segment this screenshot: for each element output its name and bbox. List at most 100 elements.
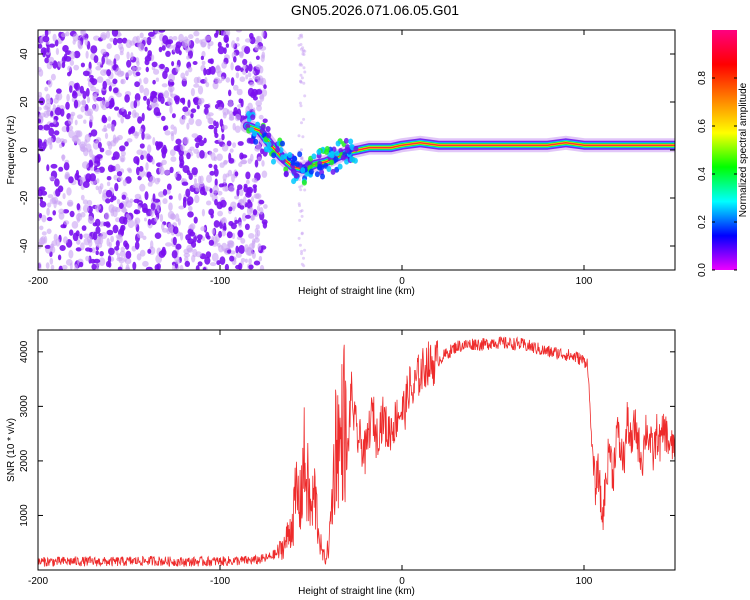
noise-speck <box>151 61 158 68</box>
noise-speck <box>244 46 251 55</box>
noise-speck <box>261 30 265 38</box>
noise-speck <box>125 266 131 270</box>
noise-speck <box>108 247 115 256</box>
noise-speck <box>201 60 206 66</box>
noise-speck <box>61 154 65 162</box>
noise-speck <box>142 260 149 267</box>
noise-speck <box>139 32 144 39</box>
noise-speck <box>51 196 59 204</box>
noise-speck <box>147 218 152 226</box>
noise-speck <box>44 86 49 92</box>
noise-speck <box>169 166 174 174</box>
noise-speck <box>300 209 304 213</box>
noise-speck <box>112 78 118 85</box>
noise-speck <box>178 149 184 156</box>
noise-speck <box>111 156 116 161</box>
x-tick-label: -200 <box>28 576 48 587</box>
noise-speck <box>69 229 74 236</box>
noise-speck <box>255 64 262 70</box>
noise-speck <box>234 113 241 122</box>
noise-speck <box>181 181 189 186</box>
noise-speck <box>249 206 254 213</box>
noise-speck <box>95 88 100 94</box>
noise-speck <box>301 135 305 139</box>
noise-speck <box>149 176 156 184</box>
noise-speck <box>181 76 187 82</box>
noise-speck <box>47 202 52 208</box>
colorbar <box>712 30 737 270</box>
y-tick-label: 20 <box>19 96 30 108</box>
noise-speck <box>128 127 135 134</box>
noise-speck <box>170 213 176 220</box>
noise-speck <box>80 242 85 251</box>
noise-speck <box>216 100 223 105</box>
noise-speck <box>76 203 81 211</box>
y-tick-label: -40 <box>19 238 30 253</box>
noise-speck <box>168 202 173 211</box>
noise-speck <box>93 155 101 164</box>
noise-speck <box>67 65 72 72</box>
y-tick-label: 3000 <box>19 395 30 418</box>
ridge-blob <box>252 130 258 137</box>
noise-speck <box>218 183 224 188</box>
noise-speck <box>159 63 165 70</box>
noise-speck <box>246 188 252 196</box>
noise-speck <box>158 30 166 33</box>
noise-speck <box>112 134 117 143</box>
noise-speck <box>299 62 302 66</box>
noise-speck <box>166 39 174 45</box>
noise-speck <box>106 176 112 181</box>
noise-speck <box>205 231 210 239</box>
noise-speck <box>255 55 260 60</box>
noise-speck <box>212 81 219 90</box>
noise-speck <box>151 158 155 165</box>
noise-speck <box>95 137 102 143</box>
noise-speck <box>196 234 203 241</box>
noise-speck <box>74 119 78 126</box>
noise-speck <box>298 218 302 222</box>
noise-speck <box>234 171 239 177</box>
noise-speck <box>186 169 191 176</box>
ridge-blob <box>337 163 343 170</box>
noise-speck <box>52 33 57 42</box>
noise-speck <box>76 239 81 245</box>
noise-speck <box>130 52 134 61</box>
noise-speck <box>50 264 55 270</box>
noise-speck <box>263 204 268 209</box>
noise-speck <box>136 60 140 67</box>
noise-speck <box>221 229 226 237</box>
noise-speck <box>235 30 242 33</box>
noise-speck <box>38 153 41 163</box>
noise-speck <box>186 55 190 60</box>
noise-speck <box>247 87 255 97</box>
noise-speck <box>62 209 70 214</box>
noise-speck <box>253 260 261 266</box>
noise-speck <box>228 206 233 212</box>
noise-speck <box>126 59 132 68</box>
noise-speck <box>147 144 152 154</box>
noise-speck <box>162 189 168 196</box>
noise-speck <box>46 44 50 53</box>
noise-speck <box>136 231 144 239</box>
noise-speck <box>190 113 194 119</box>
noise-speck <box>38 124 44 131</box>
noise-speck <box>239 76 246 82</box>
noise-speck <box>158 46 163 53</box>
noise-speck <box>115 217 121 223</box>
ridge-blob <box>291 178 297 185</box>
noise-speck <box>256 104 262 112</box>
noise-speck <box>165 50 171 58</box>
noise-speck <box>83 119 87 124</box>
noise-speck <box>54 178 60 187</box>
noise-speck <box>126 138 133 143</box>
noise-speck <box>185 234 192 241</box>
noise-speck <box>99 183 104 190</box>
noise-speck <box>69 51 76 60</box>
noise-speck <box>96 96 103 102</box>
noise-speck <box>260 54 265 63</box>
noise-speck <box>242 58 248 66</box>
noise-speck <box>73 50 81 59</box>
ridge-blob <box>333 156 339 163</box>
noise-speck <box>60 108 65 117</box>
noise-speck <box>88 247 93 253</box>
